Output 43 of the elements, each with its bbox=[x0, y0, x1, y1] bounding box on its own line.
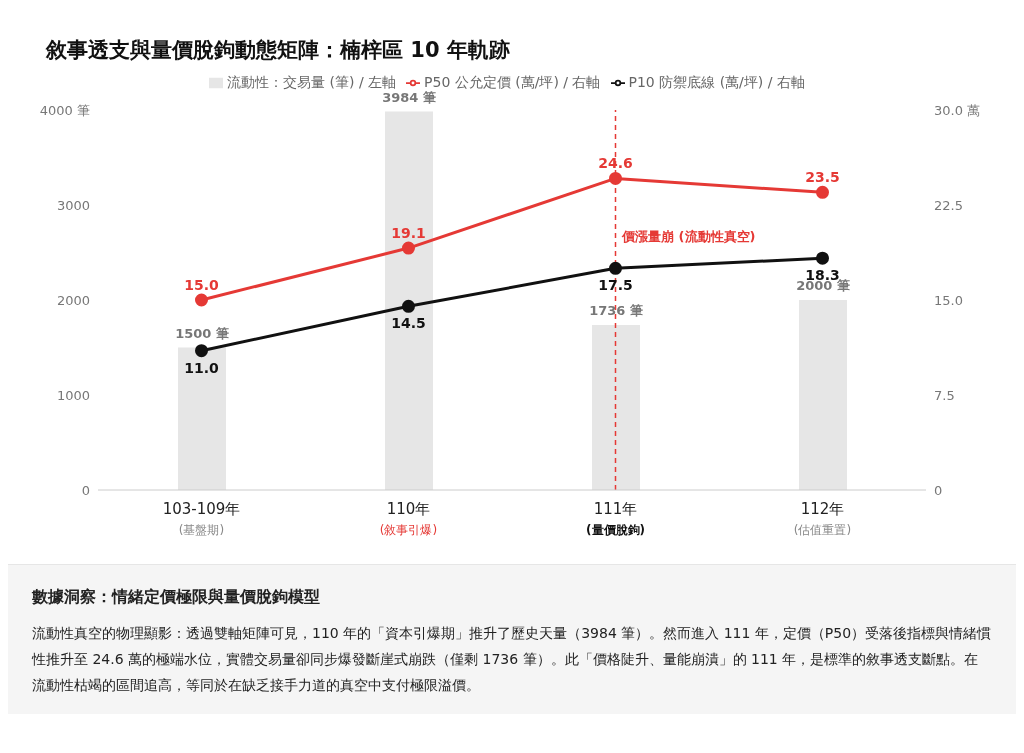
legend-label: 流動性：交易量 (筆) / 左軸 bbox=[227, 74, 397, 90]
y2-tick-label: 22.5 bbox=[934, 197, 963, 213]
text: 流動性真空的物理顯影：透過雙軸矩陣可見，110 年的「資本引爆期」推升了歷史天量（3984 筆）。然而進入 111 年，定價（P50）受落後指標與情緒慣性推升至 24.6 萬的極端水位，實體交易量卻同步爆發斷崖式崩跌（僅剩 1736 筆）。此「價格陡升、量能崩潰」的 111 年，是標準的敘事透支斷點。在流動性枯竭的區間追高，等同於在缺乏接手力道的真空中支付極限溢價。 bbox=[32, 624, 992, 695]
point bbox=[816, 185, 829, 199]
ref-line-label: 價漲量崩 (流動性真空) bbox=[621, 229, 756, 245]
y-tick-label: 0 bbox=[81, 482, 90, 498]
point bbox=[816, 251, 829, 265]
y2-tick-label: 15.0 bbox=[934, 292, 963, 308]
point bbox=[402, 241, 415, 255]
data-label: 17.5 bbox=[598, 277, 633, 294]
data-label: 15.0 bbox=[184, 277, 220, 293]
y-tick-label: 4000 筆 bbox=[39, 102, 90, 118]
x-tick-label: 110年 (敘事引爆) bbox=[379, 500, 438, 537]
insight-heading: 數據洞察：情緒定價極限與量價脫鉤模型 bbox=[32, 587, 321, 608]
bar bbox=[799, 300, 847, 490]
legend-label: P10 防禦底線 (萬/坪) / 右軸 bbox=[628, 74, 805, 90]
y-tick-label: 2000 bbox=[56, 292, 90, 308]
data-label: 1500 筆 bbox=[175, 325, 229, 341]
y-tick-label: 3000 bbox=[56, 197, 90, 213]
data-label: 1736 筆 bbox=[589, 303, 643, 319]
data-label: 24.6 bbox=[598, 155, 633, 172]
chart-title: 敘事透支與量價脫鉤動態矩陣：楠梓區 10 年軌跡 bbox=[44, 37, 511, 64]
data-label: 19.1 bbox=[391, 225, 426, 242]
data-label: 14.5 bbox=[391, 315, 426, 332]
bar bbox=[178, 347, 226, 490]
y2-tick-label: 7.5 bbox=[934, 387, 955, 403]
data-label: 23.5 bbox=[805, 169, 840, 186]
y2-tick-label: 0 bbox=[934, 482, 943, 498]
x-tick-label: 103-109年 (基盤期) bbox=[162, 500, 241, 537]
point bbox=[609, 171, 622, 185]
bar bbox=[592, 325, 640, 490]
data-label: 3984 筆 bbox=[382, 89, 436, 105]
point bbox=[195, 344, 208, 358]
x-tick-label: 111年 (量價脫鉤) bbox=[586, 500, 645, 537]
legend-label: P50 公允定價 (萬/坪) / 右軸 bbox=[424, 74, 601, 90]
point bbox=[609, 261, 622, 275]
point bbox=[195, 293, 208, 307]
data-label: 11.0 bbox=[184, 359, 220, 376]
x-tick-label: 112年 (估值重置) bbox=[793, 500, 852, 537]
point bbox=[402, 299, 415, 313]
bar bbox=[385, 111, 433, 490]
y-tick-label: 1000 bbox=[56, 387, 90, 403]
y2-tick-label: 30.0 萬 bbox=[934, 102, 981, 118]
